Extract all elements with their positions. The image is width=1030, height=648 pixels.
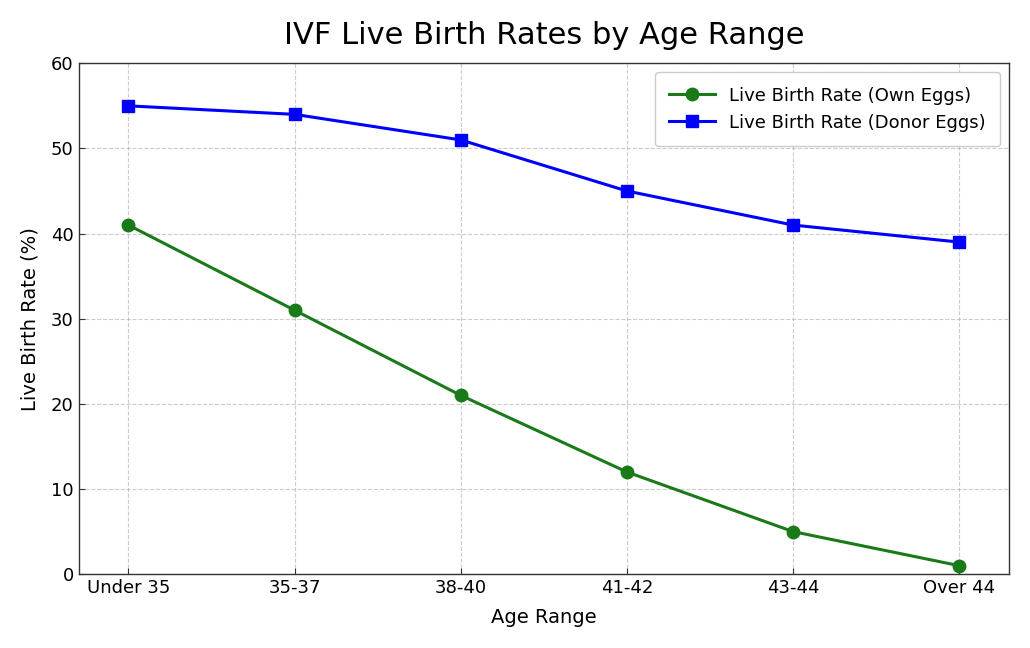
Live Birth Rate (Donor Eggs)	[123, 102, 135, 110]
Live Birth Rate (Own Eggs)	[454, 391, 467, 399]
Live Birth Rate (Own Eggs)	[123, 221, 135, 229]
Live Birth Rate (Own Eggs)	[288, 307, 301, 314]
Live Birth Rate (Donor Eggs)	[288, 110, 301, 118]
Title: IVF Live Birth Rates by Age Range: IVF Live Birth Rates by Age Range	[283, 21, 804, 50]
Live Birth Rate (Donor Eggs)	[454, 136, 467, 144]
Live Birth Rate (Donor Eggs)	[787, 221, 799, 229]
Live Birth Rate (Own Eggs)	[621, 468, 633, 476]
X-axis label: Age Range: Age Range	[491, 608, 596, 627]
Live Birth Rate (Donor Eggs)	[953, 238, 965, 246]
Live Birth Rate (Own Eggs)	[787, 527, 799, 535]
Live Birth Rate (Own Eggs)	[953, 562, 965, 570]
Legend: Live Birth Rate (Own Eggs), Live Birth Rate (Donor Eggs): Live Birth Rate (Own Eggs), Live Birth R…	[655, 73, 1000, 146]
Line: Live Birth Rate (Own Eggs): Live Birth Rate (Own Eggs)	[123, 219, 965, 572]
Live Birth Rate (Donor Eggs)	[621, 187, 633, 195]
Y-axis label: Live Birth Rate (%): Live Birth Rate (%)	[21, 227, 40, 411]
Line: Live Birth Rate (Donor Eggs): Live Birth Rate (Donor Eggs)	[123, 100, 965, 248]
